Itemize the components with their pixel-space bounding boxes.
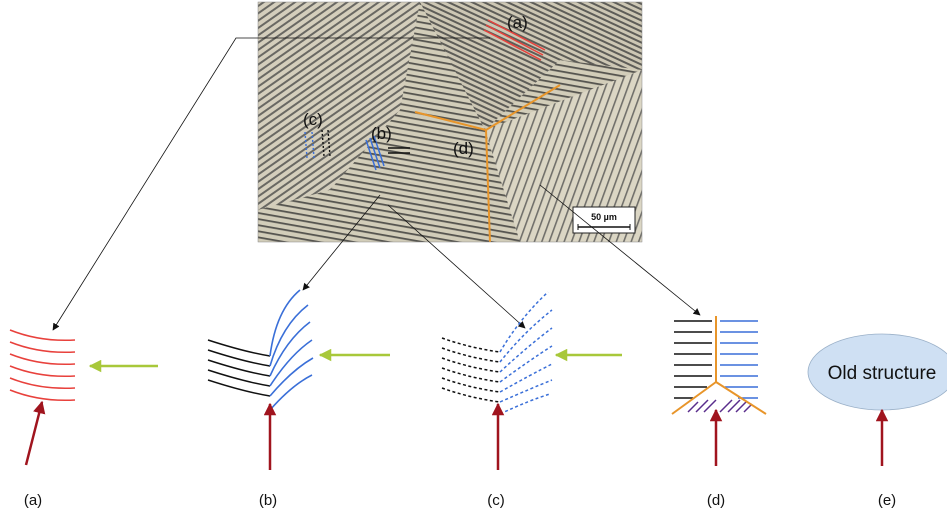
- micro-label-c: (c): [303, 110, 323, 129]
- scale-bar: 50 µm: [572, 206, 636, 234]
- grain-right: [485, 70, 642, 242]
- schematic-c-blue: [499, 291, 553, 415]
- caption-c: (c): [487, 492, 505, 509]
- scale-bar-label: 50 µm: [591, 212, 617, 222]
- leader-lines: [52, 37, 701, 331]
- micro-label-d: (d): [453, 139, 474, 158]
- schematic-d-boundary: [671, 316, 767, 415]
- leader-d: [539, 184, 701, 316]
- caption-b: (b): [259, 492, 277, 509]
- micro-label-a: (a): [507, 13, 528, 32]
- old-structure-label: Old structure: [828, 363, 937, 384]
- schematic-d-hatch: [687, 399, 753, 413]
- caption-a: (a): [24, 492, 42, 509]
- schematic-c-black: [441, 337, 501, 403]
- micrograph-tint: [258, 2, 642, 242]
- grain-bottom-left: [258, 110, 490, 242]
- micro-blue-lines: [365, 135, 385, 171]
- micrograph: (a) (c) (b) (d) 50 µm: [258, 2, 642, 242]
- micro-black-lines-b: [388, 147, 410, 154]
- red-arrow-a: [24, 400, 46, 466]
- micro-red-lines: [483, 19, 546, 61]
- micro-label-b: (b): [371, 124, 392, 143]
- caption-d: (d): [707, 492, 725, 509]
- schematic-b-blue: [269, 289, 314, 411]
- leader-a: [52, 37, 490, 331]
- leader-b: [302, 194, 381, 291]
- schematic-a: [9, 329, 76, 402]
- grain-top-left: [258, 2, 420, 210]
- micro-dashed-lines-c: [304, 129, 331, 159]
- schematic-b-black: [207, 339, 271, 397]
- micro-triple-junction: [414, 84, 561, 242]
- leader-c: [387, 204, 526, 329]
- grain-top-right: [420, 2, 642, 130]
- caption-e: (e): [878, 492, 896, 509]
- schematic-d-blue: [720, 320, 758, 399]
- micrograph-border: [257, 1, 643, 243]
- schematic-d-black: [674, 320, 712, 399]
- captions: (a) (b) (c) (d) (e): [24, 492, 896, 509]
